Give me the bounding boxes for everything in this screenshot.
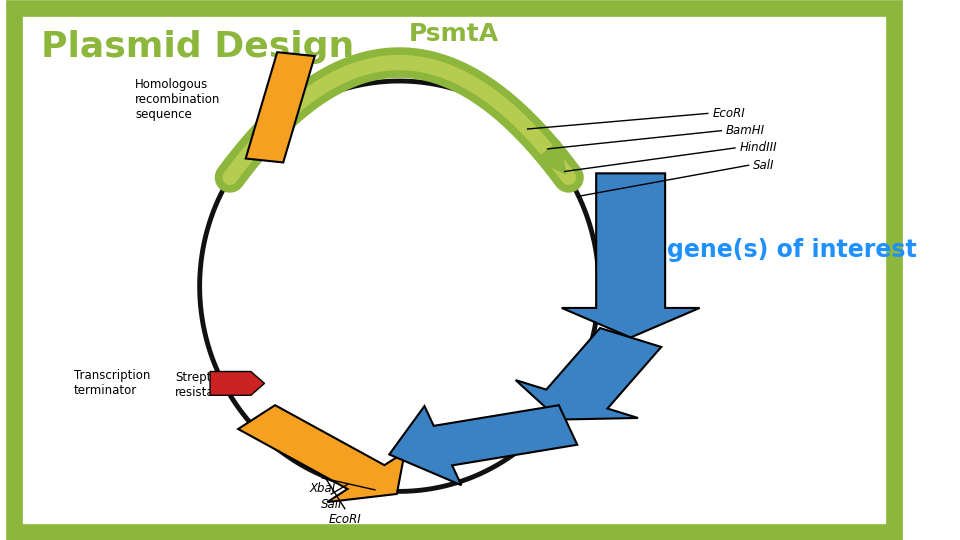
Text: SalI: SalI [321,498,342,511]
Polygon shape [516,328,661,420]
Text: XbaI: XbaI [309,482,335,495]
Polygon shape [246,52,315,163]
Text: SalI: SalI [754,159,775,172]
Text: Transcription
terminator: Transcription terminator [74,369,151,397]
Text: PsmtA: PsmtA [409,22,499,45]
Text: Streptomycin
resistance: Streptomycin resistance [175,370,254,399]
Text: HindIII: HindIII [739,141,778,154]
Text: BamHI: BamHI [726,124,765,137]
Text: EcoRI: EcoRI [712,107,745,120]
Polygon shape [210,372,265,395]
Text: EcoRI: EcoRI [328,513,361,526]
Polygon shape [562,173,700,338]
Polygon shape [389,405,577,485]
Polygon shape [238,405,405,502]
Text: Homologous
recombination
sequence: Homologous recombination sequence [135,78,221,121]
Text: gene(s) of interest: gene(s) of interest [667,238,917,262]
Text: Plasmid Design: Plasmid Design [41,30,354,64]
